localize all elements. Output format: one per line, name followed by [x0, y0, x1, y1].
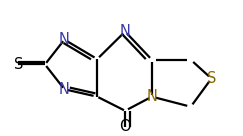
Text: N: N: [147, 89, 157, 104]
Text: N: N: [59, 82, 70, 97]
Text: N: N: [120, 24, 130, 39]
Text: S: S: [14, 57, 23, 72]
Text: S: S: [207, 71, 216, 86]
Text: N: N: [59, 32, 70, 47]
Text: O: O: [119, 119, 131, 134]
